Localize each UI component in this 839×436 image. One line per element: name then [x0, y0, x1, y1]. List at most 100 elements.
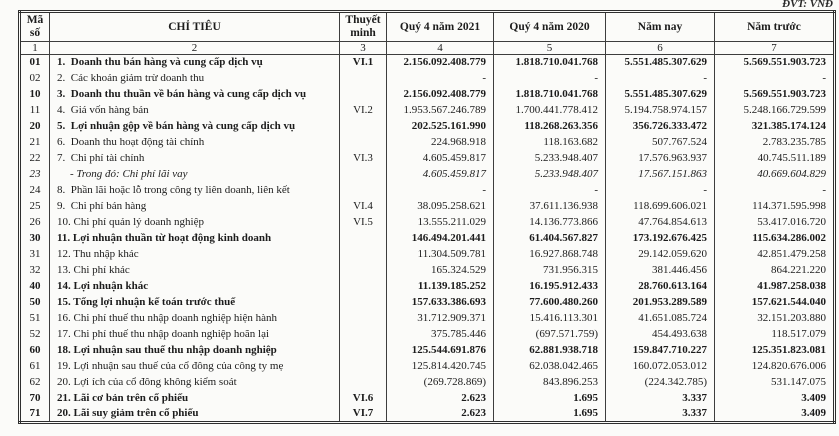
row-note-ref: VI.7: [339, 406, 387, 423]
table-row: 26 10. Chi phí quản lý doanh nghiệp VI.5…: [19, 214, 835, 231]
row-item-label: 18. Lợi nhuận sau thuế thu nhập doanh ng…: [49, 342, 340, 359]
row-code-cell: 51: [19, 310, 50, 327]
row-note-ref: VI.3: [339, 150, 387, 167]
row-value-nam-nay: 173.192.676.425: [605, 230, 715, 247]
table-row: 60 18. Lợi nhuận sau thuế thu nhập doanh…: [19, 342, 835, 359]
row-item-label: 1. Doanh thu bán hàng và cung cấp dịch v…: [49, 54, 340, 71]
col-header-nam-nay: Năm nay: [605, 11, 715, 42]
row-value-q4-2020: 1.695: [493, 390, 606, 407]
row-value-nam-truoc: 3.409: [714, 390, 835, 407]
row-value-nam-truoc: 531.147.075: [714, 374, 835, 391]
table-row: 30 11. Lợi nhuận thuần từ hoạt động kinh…: [19, 230, 835, 247]
row-code-cell: 20: [19, 118, 50, 135]
col-number: 5: [493, 41, 606, 55]
row-value-q4-2020: 843.896.253: [493, 374, 606, 391]
row-item-label: 16. Chi phí thuế thu nhập doanh nghiệp h…: [49, 310, 340, 327]
table-row: 10 3. Doanh thu thuần về bán hàng và cun…: [19, 86, 835, 103]
row-value-nam-nay: 507.767.524: [605, 134, 715, 151]
row-item-label: 5. Lợi nhuận gộp về bán hàng và cung cấp…: [49, 118, 340, 135]
row-value-nam-truoc: -: [714, 182, 835, 199]
row-note-ref: [339, 310, 387, 327]
row-value-nam-nay: 28.760.613.164: [605, 278, 715, 295]
row-note-ref: [339, 182, 387, 199]
row-value-nam-truoc: 41.987.258.038: [714, 278, 835, 295]
row-value-nam-truoc: 114.371.595.998: [714, 198, 835, 215]
row-item-label: 9. Chi phí bán hàng: [49, 198, 340, 215]
row-value-q4-2020: 62.881.938.718: [493, 342, 606, 359]
row-note-ref: [339, 134, 387, 151]
row-value-q4-2021: 13.555.211.029: [386, 214, 494, 231]
table-row: 02 2. Các khoản giảm trừ doanh thu - - -…: [19, 70, 835, 87]
row-value-nam-truoc: 42.851.479.258: [714, 246, 835, 263]
row-value-q4-2021: 11.304.509.781: [386, 246, 494, 263]
row-value-q4-2021: 38.095.258.621: [386, 198, 494, 215]
row-note-ref: [339, 374, 387, 391]
row-value-nam-nay: (224.342.785): [605, 374, 715, 391]
table-row: 70 21. Lãi cơ bản trên cổ phiếu VI.6 2.6…: [19, 390, 835, 407]
table-row: 50 15. Tổng lợi nhuận kế toán trước thuế…: [19, 294, 835, 311]
row-value-nam-truoc: 2.783.235.785: [714, 134, 835, 151]
row-value-q4-2021: 2.156.092.408.779: [386, 86, 494, 103]
row-note-ref: [339, 278, 387, 295]
row-item-label: 2. Các khoản giảm trừ doanh thu: [49, 70, 340, 87]
row-value-q4-2020: 16.927.868.748: [493, 246, 606, 263]
row-value-q4-2021: 165.324.529: [386, 262, 494, 279]
row-value-nam-nay: 5.194.758.974.157: [605, 102, 715, 119]
row-value-nam-truoc: 118.517.079: [714, 326, 835, 343]
row-value-q4-2020: 731.956.315: [493, 262, 606, 279]
row-value-q4-2021: 146.494.201.441: [386, 230, 494, 247]
row-value-q4-2021: 125.814.420.745: [386, 358, 494, 375]
row-value-q4-2021: 2.156.092.408.779: [386, 54, 494, 71]
row-value-q4-2020: 37.611.136.938: [493, 198, 606, 215]
table-row: 31 12. Thu nhập khác 11.304.509.781 16.9…: [19, 246, 835, 263]
row-value-nam-truoc: 321.385.174.124: [714, 118, 835, 135]
table-row: 52 17. Chi phí thuế thu nhập doanh nghiệ…: [19, 326, 835, 343]
row-code-cell: 70: [19, 390, 50, 407]
row-value-q4-2021: 4.605.459.817: [386, 150, 494, 167]
table-row: 01 1. Doanh thu bán hàng và cung cấp dịc…: [19, 54, 835, 71]
row-value-nam-nay: 159.847.710.227: [605, 342, 715, 359]
row-value-q4-2020: 118.268.263.356: [493, 118, 606, 135]
row-value-q4-2020: 1.818.710.041.768: [493, 54, 606, 71]
row-item-label: 20. Lợi ích của cổ đông không kiểm soát: [49, 374, 340, 391]
table-row: 32 13. Chi phí khác 165.324.529 731.956.…: [19, 262, 835, 279]
row-value-nam-nay: 118.699.606.021: [605, 198, 715, 215]
col-number: 2: [49, 41, 340, 55]
col-header-q4-2021: Quý 4 năm 2021: [386, 11, 494, 42]
row-code-cell: 11: [19, 102, 50, 119]
row-value-q4-2020: 62.038.042.465: [493, 358, 606, 375]
row-value-q4-2021: 4.605.459.817: [386, 166, 494, 183]
row-code-cell: 23: [19, 166, 50, 183]
row-value-nam-truoc: 5.569.551.903.723: [714, 86, 835, 103]
row-value-nam-nay: 17.567.151.863: [605, 166, 715, 183]
row-item-label: 14. Lợi nhuận khác: [49, 278, 340, 295]
row-value-q4-2020: 5.233.948.407: [493, 166, 606, 183]
table-row: 24 8. Phần lãi hoặc lỗ trong công ty liê…: [19, 182, 835, 199]
row-value-nam-truoc: 157.621.544.040: [714, 294, 835, 311]
row-value-q4-2020: 1.695: [493, 406, 606, 423]
row-item-label: 12. Thu nhập khác: [49, 246, 340, 263]
row-item-label: 6. Doanh thu hoạt động tài chính: [49, 134, 340, 151]
row-code-cell: 40: [19, 278, 50, 295]
row-value-nam-truoc: 124.820.676.006: [714, 358, 835, 375]
header-row: Mã số CHỈ TIÊU Thuyết minh Quý 4 năm 202…: [19, 11, 835, 42]
row-note-ref: [339, 118, 387, 135]
col-header-note: Thuyết minh: [339, 11, 387, 42]
row-value-nam-truoc: 125.351.823.081: [714, 342, 835, 359]
row-value-nam-truoc: 115.634.286.002: [714, 230, 835, 247]
row-item-label: 4. Giá vốn hàng bán: [49, 102, 340, 119]
income-statement-table: Mã số CHỈ TIÊU Thuyết minh Quý 4 năm 202…: [18, 10, 836, 424]
row-code-cell: 22: [19, 150, 50, 167]
row-code-cell: 60: [19, 342, 50, 359]
row-value-nam-nay: 3.337: [605, 406, 715, 423]
col-number: 4: [386, 41, 494, 55]
row-item-label: 19. Lợi nhuận sau thuế của cổ đông của c…: [49, 358, 340, 375]
row-item-label: 15. Tổng lợi nhuận kế toán trước thuế: [49, 294, 340, 311]
table-row: 20 5. Lợi nhuận gộp về bán hàng và cung …: [19, 118, 835, 135]
col-number: 1: [19, 41, 50, 55]
row-value-nam-nay: 17.576.963.937: [605, 150, 715, 167]
row-item-label: 11. Lợi nhuận thuần từ hoạt động kinh do…: [49, 230, 340, 247]
table-row: 62 20. Lợi ích của cổ đông không kiểm so…: [19, 374, 835, 391]
row-note-ref: VI.6: [339, 390, 387, 407]
row-code-cell: 02: [19, 70, 50, 87]
